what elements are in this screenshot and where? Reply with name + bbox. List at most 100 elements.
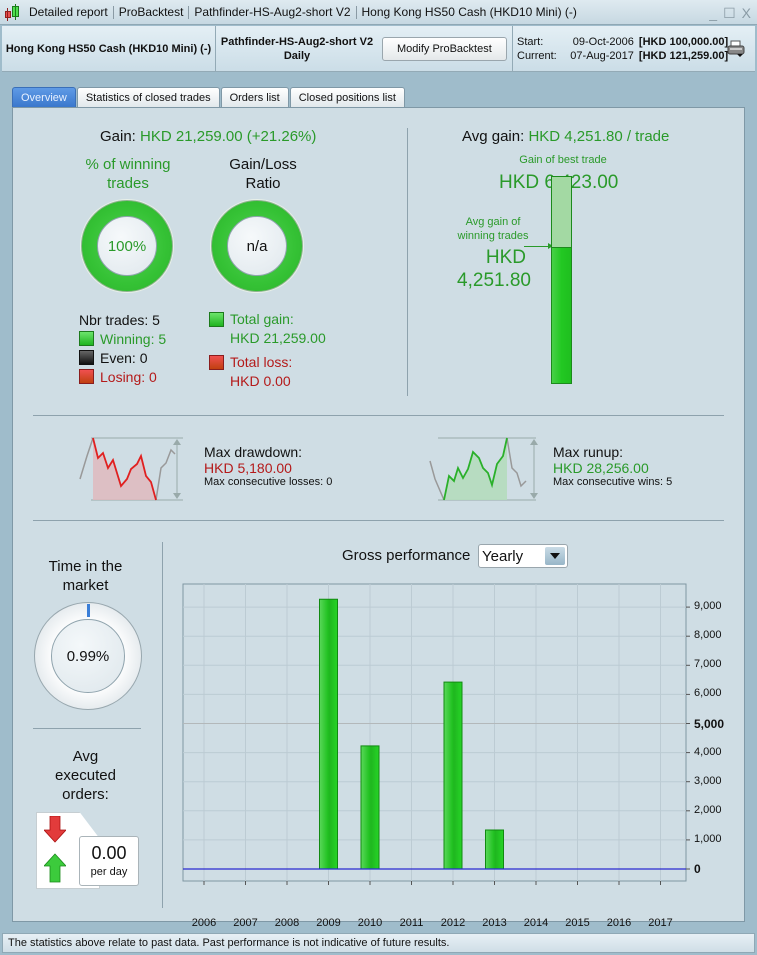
total-gain-label: Total gain: bbox=[230, 311, 294, 327]
period-select-value: Yearly bbox=[482, 547, 524, 565]
max-runup-label: Max runup: bbox=[553, 444, 624, 460]
ratio-title-line: Ratio bbox=[245, 175, 281, 192]
even-swatch-icon bbox=[79, 350, 94, 365]
avg-orders-box: 0.00 per day bbox=[79, 836, 139, 886]
gain-loss-ratio-donut: n/a bbox=[211, 200, 303, 292]
y-tick-label: 5,000 bbox=[694, 716, 725, 731]
x-tick-label: 2010 bbox=[357, 917, 383, 929]
avg-orders-line: Avg bbox=[72, 748, 99, 765]
title-segment: ProBacktest bbox=[114, 5, 190, 19]
avg-arrow-icon bbox=[524, 246, 552, 247]
avg-orders-line: orders: bbox=[62, 786, 109, 803]
total-gain-swatch-icon bbox=[209, 312, 224, 327]
max-consecutive-wins: Max consecutive wins: 5 bbox=[553, 476, 673, 488]
gain-label: Gain: bbox=[100, 128, 136, 145]
max-runup: Max runup: HKD 28,256.00 Max consecutive… bbox=[553, 444, 672, 488]
x-tick-label: 2015 bbox=[565, 917, 590, 929]
winning-title-line: trades bbox=[107, 175, 149, 192]
y-tick-label: 9,000 bbox=[694, 600, 722, 613]
total-gain-loss: Total gain: HKD 21,259.00 Total loss: HKD … bbox=[209, 310, 326, 391]
divider bbox=[407, 128, 408, 396]
tab-statistics-of-closed-trades[interactable]: Statistics of closed trades bbox=[76, 87, 220, 107]
ratio-title-line: Gain/Loss bbox=[229, 156, 297, 173]
max-drawdown: Max drawdown: HKD 5,180.00 Max consecuti… bbox=[204, 444, 332, 488]
total-gain-value: HKD 21,259.00 bbox=[230, 330, 326, 346]
even-count: Even: 0 bbox=[100, 349, 148, 366]
avg-orders-line: executed bbox=[55, 767, 116, 784]
drawdown-sparkline-icon bbox=[79, 437, 183, 501]
disclaimer: The statistics above relate to past data… bbox=[8, 937, 450, 949]
avg-orders-value: 0.00 bbox=[91, 843, 127, 863]
x-tick-label: 2013 bbox=[482, 917, 507, 929]
bar-2012 bbox=[443, 681, 463, 870]
x-tick-label: 2017 bbox=[648, 917, 673, 929]
start-date: 09-Oct-2006 bbox=[572, 35, 634, 48]
gain-value: HKD 21,259.00 (+21.26%) bbox=[140, 128, 317, 145]
best-trade-label: Gain of best trade bbox=[519, 154, 607, 166]
x-tick-label: 2011 bbox=[399, 917, 424, 929]
bar-2013 bbox=[485, 829, 504, 870]
winning-pct-donut: 100% bbox=[81, 200, 173, 292]
candlestick-logo-icon bbox=[4, 4, 20, 21]
sell-buy-arrows-icon bbox=[44, 816, 66, 883]
y-tick-label: 2,000 bbox=[694, 803, 722, 816]
x-tick-label: 2006 bbox=[191, 917, 217, 929]
total-loss-value: HKD 0.00 bbox=[230, 373, 291, 389]
avg-winning-value: HKD 4,251.80 bbox=[443, 246, 531, 292]
winning-trades-title: % of winning trades bbox=[68, 155, 188, 193]
tab-closed-positions-list[interactable]: Closed positions list bbox=[289, 87, 405, 107]
title-segment: Detailed report bbox=[24, 5, 114, 19]
printer-icon[interactable] bbox=[727, 40, 745, 58]
gross-performance-label: Gross performance bbox=[342, 547, 471, 564]
current-label: Current: bbox=[517, 49, 557, 62]
winning-title-line: % of winning bbox=[85, 156, 171, 173]
avg-gain-summary: Avg gain: HKD 4,251.80 / trade bbox=[462, 128, 669, 145]
max-runup-value: HKD 28,256.00 bbox=[553, 460, 649, 476]
total-loss-label: Total loss: bbox=[230, 354, 293, 370]
chevron-down-icon[interactable] bbox=[545, 547, 565, 565]
losing-count: Losing: 0 bbox=[100, 368, 157, 385]
time-in-market-line: market bbox=[62, 577, 109, 594]
avg-vs-best-gauge bbox=[551, 176, 572, 384]
timeframe: Daily bbox=[283, 49, 311, 62]
title-segment: Hong Kong HS50 Cash (HKD10 Mini) (-) bbox=[361, 4, 577, 19]
title-segment: Pathfinder-HS-Aug2-short V2 bbox=[189, 5, 357, 19]
tab-bar: Overview Statistics of closed trades Ord… bbox=[12, 87, 406, 107]
report-header: Hong Kong HS50 Cash (HKD10 Mini) (-) Pat… bbox=[2, 26, 755, 72]
time-in-market-marker bbox=[87, 604, 90, 617]
y-tick-label: 3,000 bbox=[694, 774, 722, 787]
total-loss-swatch-icon bbox=[209, 355, 224, 370]
y-tick-label: 4,000 bbox=[694, 745, 722, 758]
avg-winning-label-line: winning trades bbox=[457, 230, 529, 242]
time-in-market-title: Time in the market bbox=[28, 557, 143, 595]
divider bbox=[33, 520, 724, 521]
current-date: 07-Aug-2017 bbox=[570, 49, 634, 62]
current-value: [HKD 121,259.00] bbox=[638, 49, 729, 62]
tab-overview[interactable]: Overview bbox=[12, 87, 76, 107]
x-tick-label: 2014 bbox=[523, 917, 549, 929]
avg-arrow-head-icon bbox=[548, 243, 553, 249]
gain-loss-ratio-title: Gain/Loss Ratio bbox=[203, 155, 323, 193]
gain-loss-ratio-value: n/a bbox=[227, 216, 287, 276]
x-tick-label: 2009 bbox=[316, 917, 341, 929]
x-tick-label: 2007 bbox=[233, 917, 258, 929]
modify-probacktest-button[interactable]: Modify ProBacktest bbox=[382, 36, 507, 61]
avg-winning-value-line: 4,251.80 bbox=[457, 270, 531, 291]
winning-swatch-icon bbox=[79, 331, 94, 346]
avg-gain-label: Avg gain: bbox=[462, 128, 525, 145]
y-tick-label: 8,000 bbox=[694, 629, 722, 642]
y-tick-label: 6,000 bbox=[694, 687, 722, 700]
x-tick-label: 2012 bbox=[440, 917, 466, 929]
divider bbox=[33, 728, 141, 729]
max-consecutive-losses: Max consecutive losses: 0 bbox=[204, 476, 333, 488]
close-button[interactable]: X bbox=[741, 5, 751, 21]
avg-winning-label: Avg gain of winning trades bbox=[443, 215, 543, 243]
period-select[interactable]: Yearly bbox=[478, 544, 568, 568]
divider bbox=[33, 415, 724, 416]
tab-orders-list[interactable]: Orders list bbox=[220, 87, 289, 107]
minimize-button[interactable]: _ bbox=[709, 5, 718, 21]
maximize-button[interactable]: ☐ bbox=[723, 5, 736, 21]
plot-area bbox=[182, 583, 687, 882]
trade-counts: Nbr trades: 5 Winning: 5 Even: 0 Losing:… bbox=[79, 310, 166, 386]
time-in-market-donut: 0.99% bbox=[34, 602, 142, 710]
